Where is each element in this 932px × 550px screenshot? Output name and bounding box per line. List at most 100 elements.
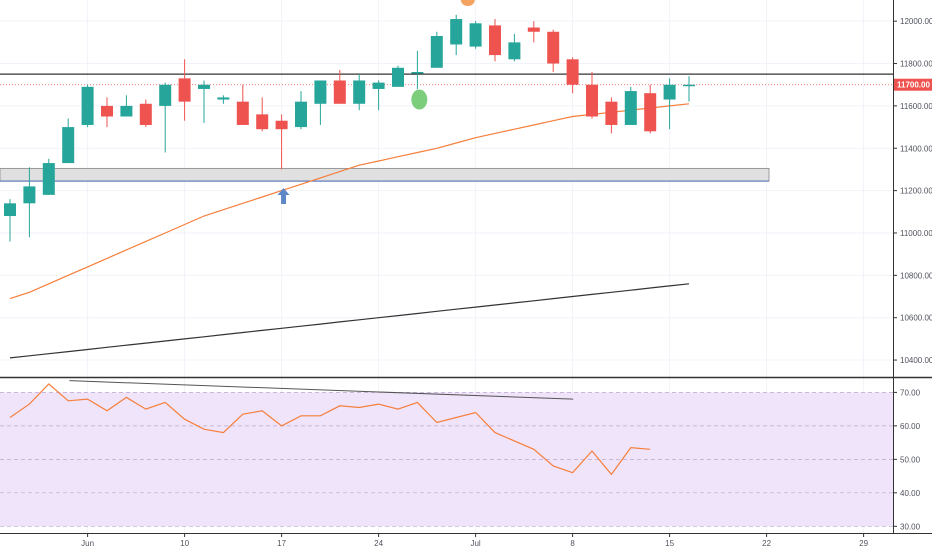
candle-body bbox=[450, 19, 463, 45]
candle[interactable] bbox=[353, 74, 366, 111]
price-tick-label: 10800.00 bbox=[900, 271, 932, 280]
candle[interactable] bbox=[217, 95, 230, 104]
price-tick-label: 12000.00 bbox=[900, 17, 932, 26]
time-tick-label: Jul bbox=[470, 539, 480, 548]
rsi-tick-label: 70.00 bbox=[900, 388, 921, 397]
candle-body bbox=[23, 186, 36, 204]
candle-body bbox=[333, 80, 346, 104]
candle-body bbox=[586, 84, 598, 117]
candle[interactable] bbox=[663, 78, 676, 130]
candle[interactable] bbox=[314, 80, 327, 125]
price-tick-label: 11400.00 bbox=[900, 144, 932, 153]
candle-body bbox=[159, 84, 172, 106]
candle-body bbox=[198, 84, 210, 89]
green-marker-circle bbox=[411, 89, 428, 110]
candle[interactable] bbox=[178, 59, 191, 121]
support-zone bbox=[0, 167, 770, 182]
rsi-pane bbox=[0, 380, 893, 527]
price-tick-label: 11600.00 bbox=[900, 102, 932, 111]
candle-body bbox=[508, 42, 521, 60]
candle-body bbox=[663, 84, 676, 100]
candle[interactable] bbox=[430, 31, 443, 68]
candle[interactable] bbox=[469, 21, 482, 49]
candle[interactable] bbox=[586, 72, 598, 119]
candle-body bbox=[120, 105, 133, 117]
price-tick-label: 10600.00 bbox=[900, 314, 932, 323]
candle-body bbox=[81, 86, 94, 125]
candle-body bbox=[683, 84, 695, 87]
candle-body bbox=[295, 101, 307, 128]
candle[interactable] bbox=[372, 80, 385, 111]
time-tick-label: Jun bbox=[81, 539, 94, 548]
candle-body bbox=[469, 23, 482, 47]
candle[interactable] bbox=[547, 29, 560, 73]
fast-moving-average bbox=[9, 103, 690, 300]
candle[interactable] bbox=[624, 86, 637, 125]
candle[interactable] bbox=[644, 84, 657, 134]
price-tick-label: 11000.00 bbox=[900, 229, 932, 238]
rsi-tick-label: 30.00 bbox=[900, 522, 921, 531]
candle[interactable] bbox=[333, 69, 346, 104]
candle[interactable] bbox=[23, 167, 36, 238]
candle-body bbox=[644, 93, 657, 132]
candle-body bbox=[42, 163, 55, 195]
candle[interactable] bbox=[527, 21, 540, 43]
slow-moving-average bbox=[9, 283, 690, 359]
last-price-badge bbox=[894, 78, 932, 91]
last-price-label: 11700.00 bbox=[897, 81, 930, 90]
rsi-tick-label: 40.00 bbox=[900, 489, 921, 498]
candle-body bbox=[566, 59, 579, 85]
time-tick-label: 8 bbox=[570, 539, 575, 548]
candle[interactable] bbox=[275, 114, 288, 170]
candle[interactable] bbox=[42, 158, 55, 195]
rsi-tick-label: 60.00 bbox=[900, 422, 921, 431]
candle[interactable] bbox=[411, 50, 424, 89]
candle[interactable] bbox=[256, 97, 269, 132]
candle-body bbox=[392, 67, 404, 87]
candle[interactable] bbox=[450, 14, 463, 56]
time-tick-label: 17 bbox=[277, 539, 286, 548]
candle-body bbox=[217, 97, 230, 100]
candle-body bbox=[314, 80, 327, 104]
time-tick-label: 10 bbox=[180, 539, 189, 548]
candle-body bbox=[411, 72, 424, 74]
candle-body bbox=[62, 127, 75, 164]
candle[interactable] bbox=[4, 199, 16, 242]
candle[interactable] bbox=[101, 97, 113, 128]
top-marker-circle bbox=[460, 0, 475, 6]
rsi-trendline bbox=[69, 380, 574, 400]
candle-body bbox=[139, 103, 152, 125]
candle-body bbox=[527, 27, 540, 32]
rsi-line bbox=[9, 383, 651, 476]
price-tick-label: 10400.00 bbox=[900, 356, 932, 365]
candle-body bbox=[256, 114, 269, 130]
candle[interactable] bbox=[605, 97, 618, 134]
candle-body bbox=[605, 101, 618, 125]
candle[interactable] bbox=[139, 99, 152, 128]
candle[interactable] bbox=[683, 76, 695, 102]
candle[interactable] bbox=[198, 80, 210, 123]
candle-body bbox=[236, 101, 249, 125]
rsi-tick-label: 50.00 bbox=[900, 455, 921, 464]
candle[interactable] bbox=[159, 82, 172, 153]
candle[interactable] bbox=[295, 91, 307, 130]
price-tick-label: 11800.00 bbox=[900, 60, 932, 69]
candle[interactable] bbox=[489, 19, 501, 62]
time-tick-label: 29 bbox=[859, 539, 868, 548]
candle-body bbox=[547, 31, 560, 64]
up-arrow-icon bbox=[277, 188, 290, 205]
candle[interactable] bbox=[392, 65, 404, 87]
candle-body bbox=[430, 36, 443, 68]
candle[interactable] bbox=[81, 84, 94, 128]
candle[interactable] bbox=[236, 84, 249, 125]
candle[interactable] bbox=[120, 95, 133, 117]
candle[interactable] bbox=[62, 118, 75, 164]
price-tick-label: 11200.00 bbox=[900, 187, 932, 196]
candle-body bbox=[178, 78, 191, 102]
candle-body bbox=[372, 82, 385, 89]
candle[interactable] bbox=[566, 57, 579, 94]
candle[interactable] bbox=[508, 33, 521, 62]
time-tick-label: 15 bbox=[665, 539, 674, 548]
